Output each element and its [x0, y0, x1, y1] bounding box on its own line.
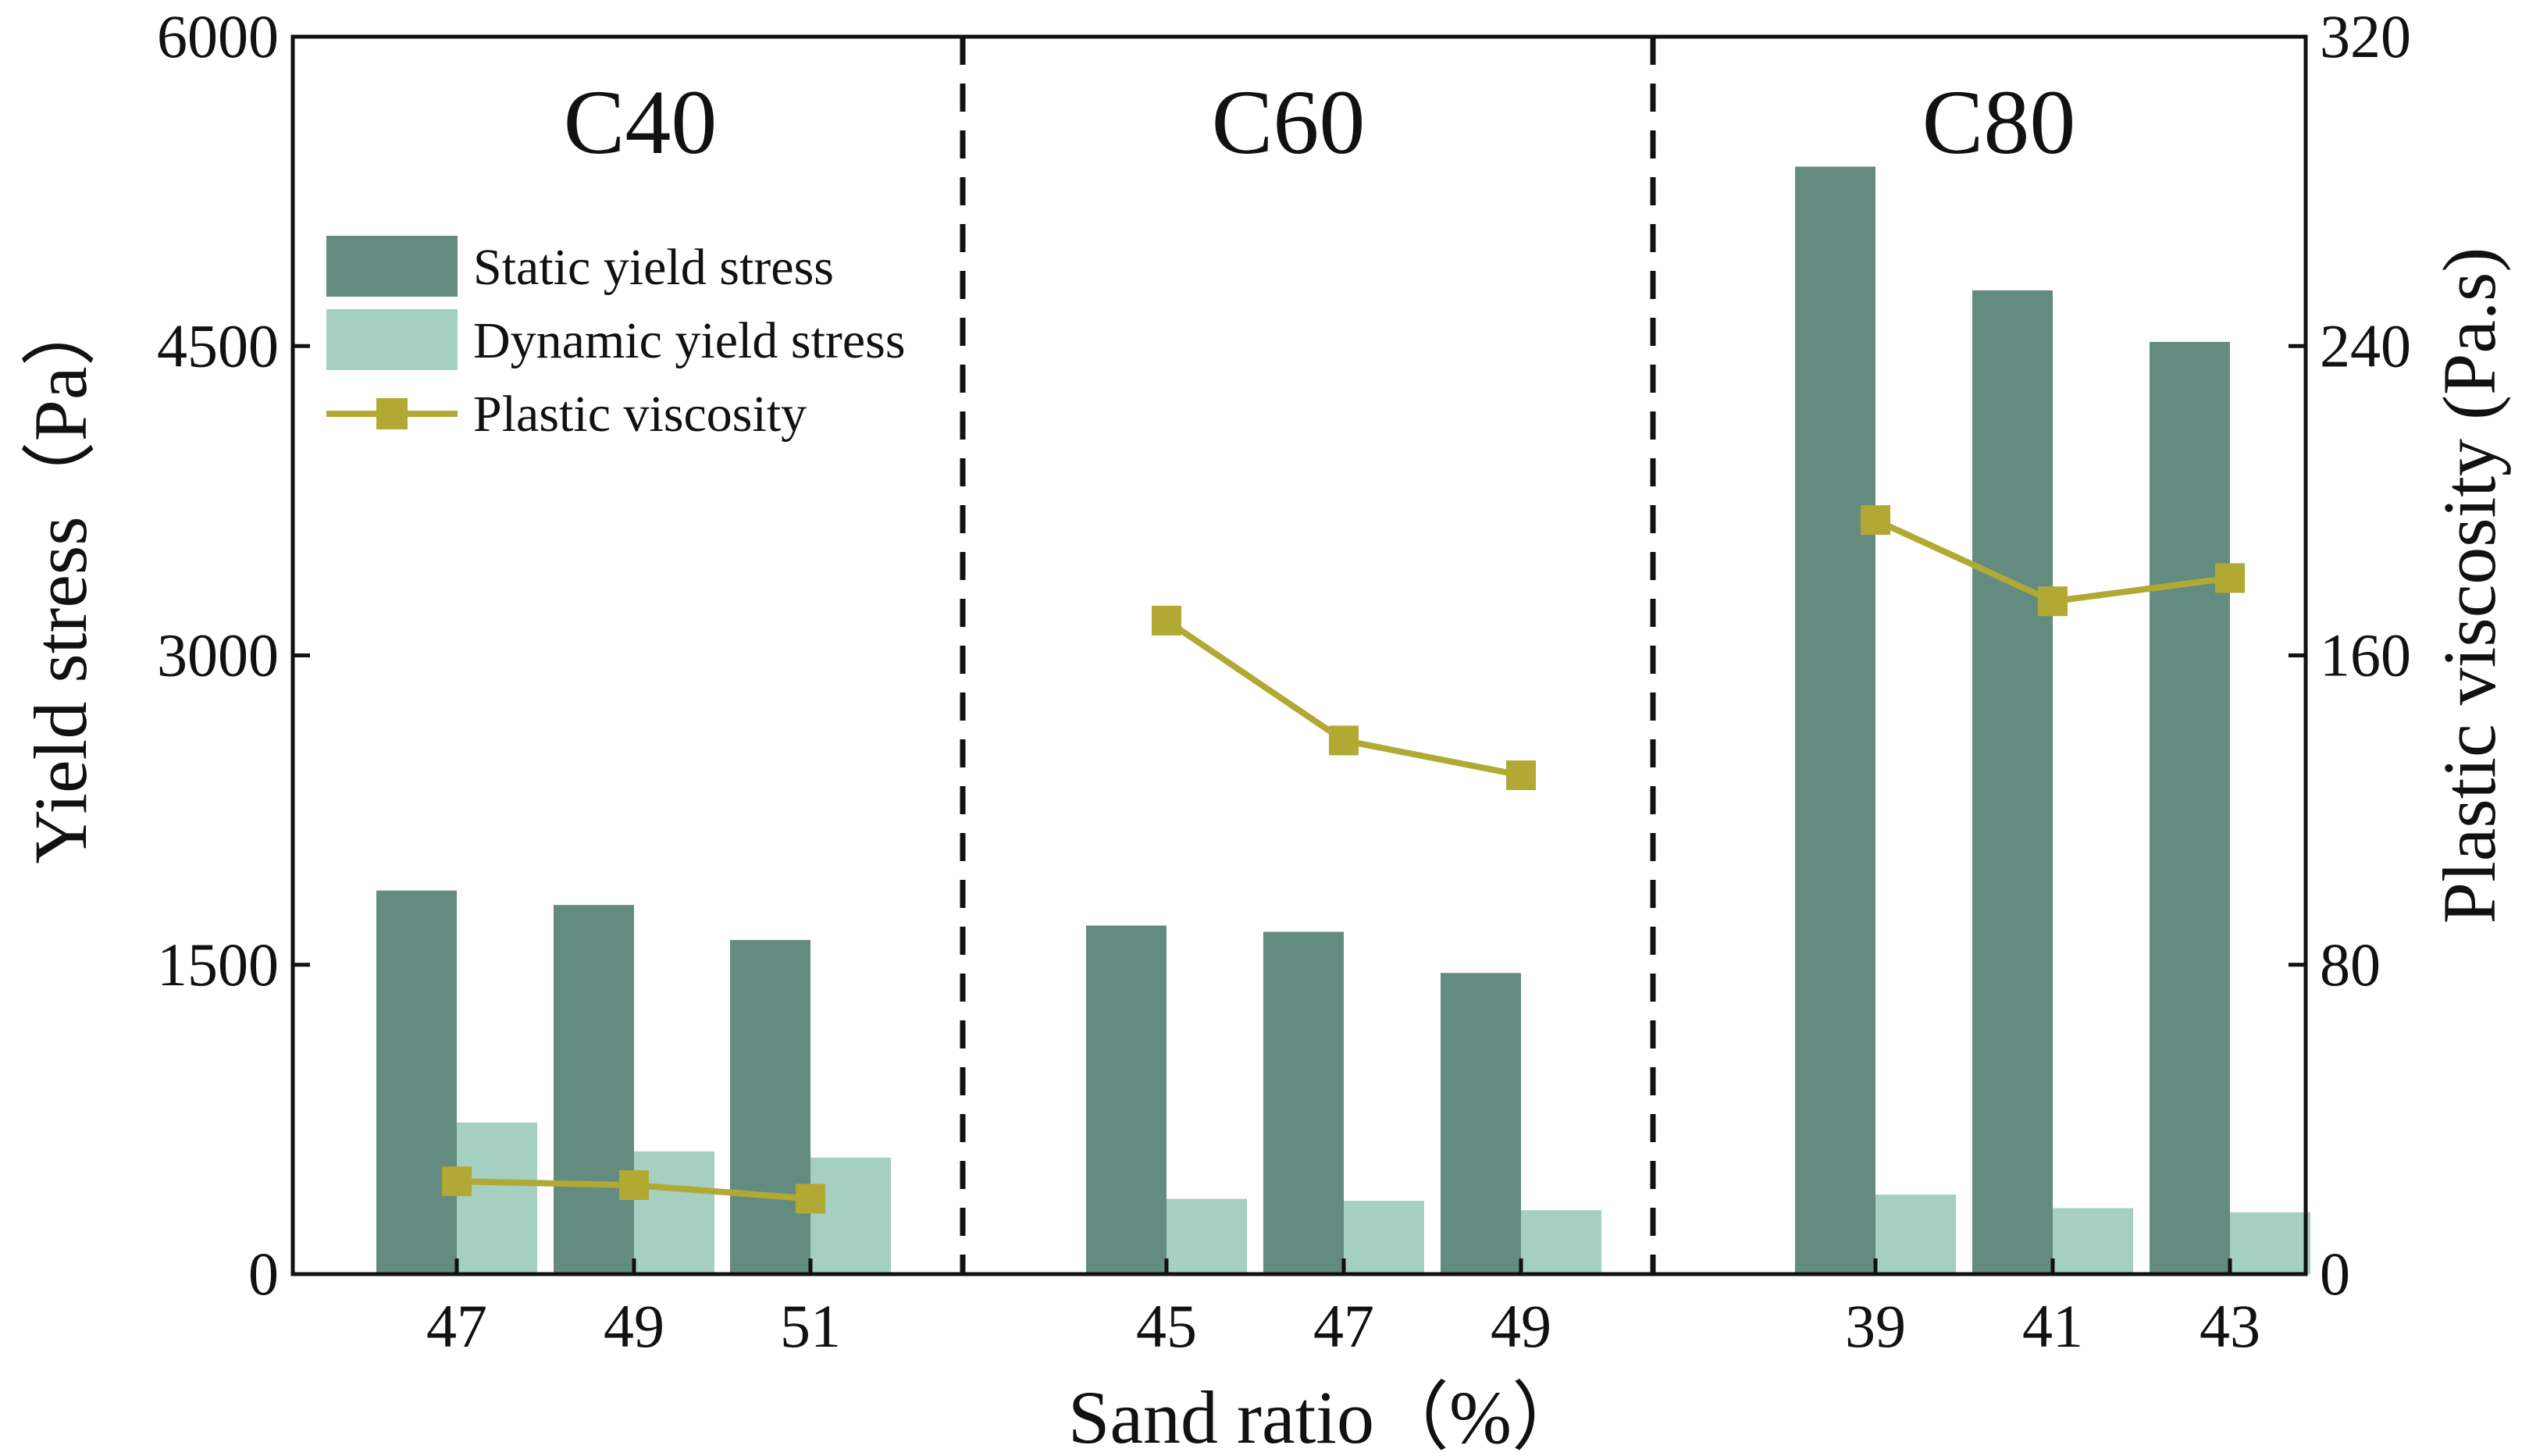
group-label-c80: C80: [1922, 71, 2076, 173]
bar-static-6: [1441, 973, 1521, 1274]
group-label-c60: C60: [1212, 71, 1366, 173]
bar-static-5: [1263, 931, 1344, 1274]
x-tick-label-1: 47: [426, 1292, 487, 1360]
bar-dynamic-9: [2230, 1212, 2310, 1274]
x-tick-label-6: 49: [1491, 1292, 1551, 1360]
x-tick-label-7: 39: [1845, 1292, 1906, 1360]
legend: Static yield stress Dynamic yield stress…: [326, 236, 906, 443]
right-axis-title: Plastic viscosity (Pa.s): [2427, 247, 2511, 924]
bar-dynamic-2: [634, 1151, 714, 1274]
bar-static-9: [2150, 341, 2230, 1274]
x-tick-label-9: 43: [2200, 1292, 2260, 1360]
x-tick-label-4: 45: [1136, 1292, 1197, 1360]
bar-dynamic-8: [2053, 1208, 2133, 1274]
right-tick-label-240: 240: [2320, 311, 2411, 379]
bar-static-8: [1972, 290, 2053, 1274]
x-axis-title: Sand ratio（%）: [1068, 1376, 1587, 1456]
viscosity-marker-4: [1152, 605, 1181, 635]
viscosity-marker-7: [1861, 505, 1890, 536]
legend-label-viscosity: Plastic viscosity: [473, 386, 807, 443]
left-tick-label-4500: 4500: [157, 311, 279, 379]
viscosity-marker-6: [1506, 760, 1536, 791]
bar-static-7: [1795, 166, 1875, 1274]
right-tick-label-0: 0: [2320, 1240, 2350, 1308]
viscosity-marker-8: [2038, 586, 2068, 617]
left-tick-label-0: 0: [248, 1240, 279, 1308]
x-tick-label-3: 51: [780, 1292, 841, 1360]
x-tick-label-8: 41: [2022, 1292, 2083, 1360]
viscosity-marker-2: [619, 1170, 649, 1201]
viscosity-marker-1: [442, 1166, 472, 1197]
right-tick-label-320: 320: [2320, 2, 2411, 70]
right-tick-label-160: 160: [2320, 621, 2411, 689]
plot-area: [376, 166, 2310, 1274]
bar-dynamic-5: [1344, 1201, 1424, 1274]
bar-dynamic-6: [1521, 1210, 1601, 1274]
left-tick-label-1500: 1500: [157, 931, 279, 999]
left-axis-title: Yield stress（Pa）: [19, 291, 102, 863]
bar-dynamic-4: [1167, 1198, 1247, 1274]
left-tick-label-6000: 6000: [157, 2, 279, 70]
bar-dynamic-1: [457, 1122, 537, 1274]
legend-marker-viscosity: [376, 398, 408, 429]
bar-static-1: [376, 890, 457, 1274]
legend-label-dynamic: Dynamic yield stress: [473, 312, 906, 369]
bar-static-2: [554, 905, 634, 1274]
x-tick-label-2: 49: [604, 1292, 664, 1360]
bar-static-4: [1086, 925, 1167, 1274]
legend-swatch-static: [326, 236, 458, 297]
bar-dynamic-7: [1875, 1194, 1956, 1274]
bar-dynamic-3: [810, 1157, 891, 1274]
x-tick-label-5: 47: [1313, 1292, 1374, 1360]
left-tick-label-3000: 3000: [157, 621, 279, 689]
bar-static-3: [730, 940, 810, 1274]
viscosity-marker-5: [1329, 725, 1359, 756]
viscosity-marker-3: [796, 1184, 825, 1214]
axes: 0 1500 3000 4500 6000 0 80 160 240 320 47 49 51 45 47 4…: [157, 2, 2411, 1360]
legend-swatch-dynamic: [326, 309, 458, 370]
viscosity-marker-9: [2215, 563, 2245, 593]
right-tick-label-80: 80: [2320, 931, 2381, 999]
group-label-c40: C40: [564, 71, 718, 173]
legend-label-static: Static yield stress: [473, 239, 834, 296]
